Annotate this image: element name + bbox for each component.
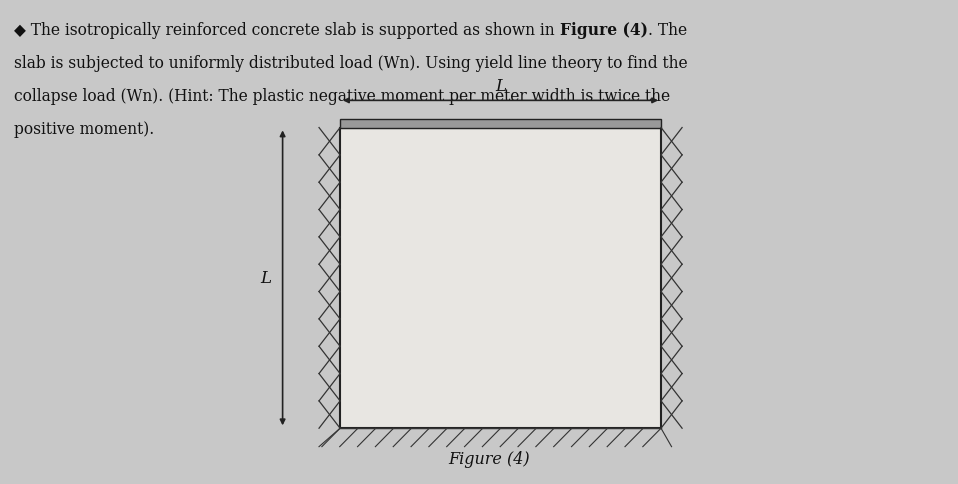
- Text: collapse load (Wn). (Hint: The plastic negative moment per meter width is twice : collapse load (Wn). (Hint: The plastic n…: [14, 88, 671, 105]
- Text: L: L: [260, 270, 271, 287]
- Text: slab is subjected to uniformly distributed load (Wn). Using yield line theory to: slab is subjected to uniformly distribut…: [14, 55, 688, 72]
- Bar: [340, 120, 661, 128]
- Text: positive moment).: positive moment).: [14, 121, 154, 137]
- Text: ◆ The isotropically reinforced concrete slab is supported as shown in: ◆ The isotropically reinforced concrete …: [14, 22, 559, 39]
- Text: Figure (4): Figure (4): [447, 450, 530, 467]
- Text: Figure (4): Figure (4): [559, 22, 648, 39]
- Bar: [340, 128, 661, 428]
- Text: L: L: [495, 78, 506, 95]
- Text: . The: . The: [648, 22, 687, 39]
